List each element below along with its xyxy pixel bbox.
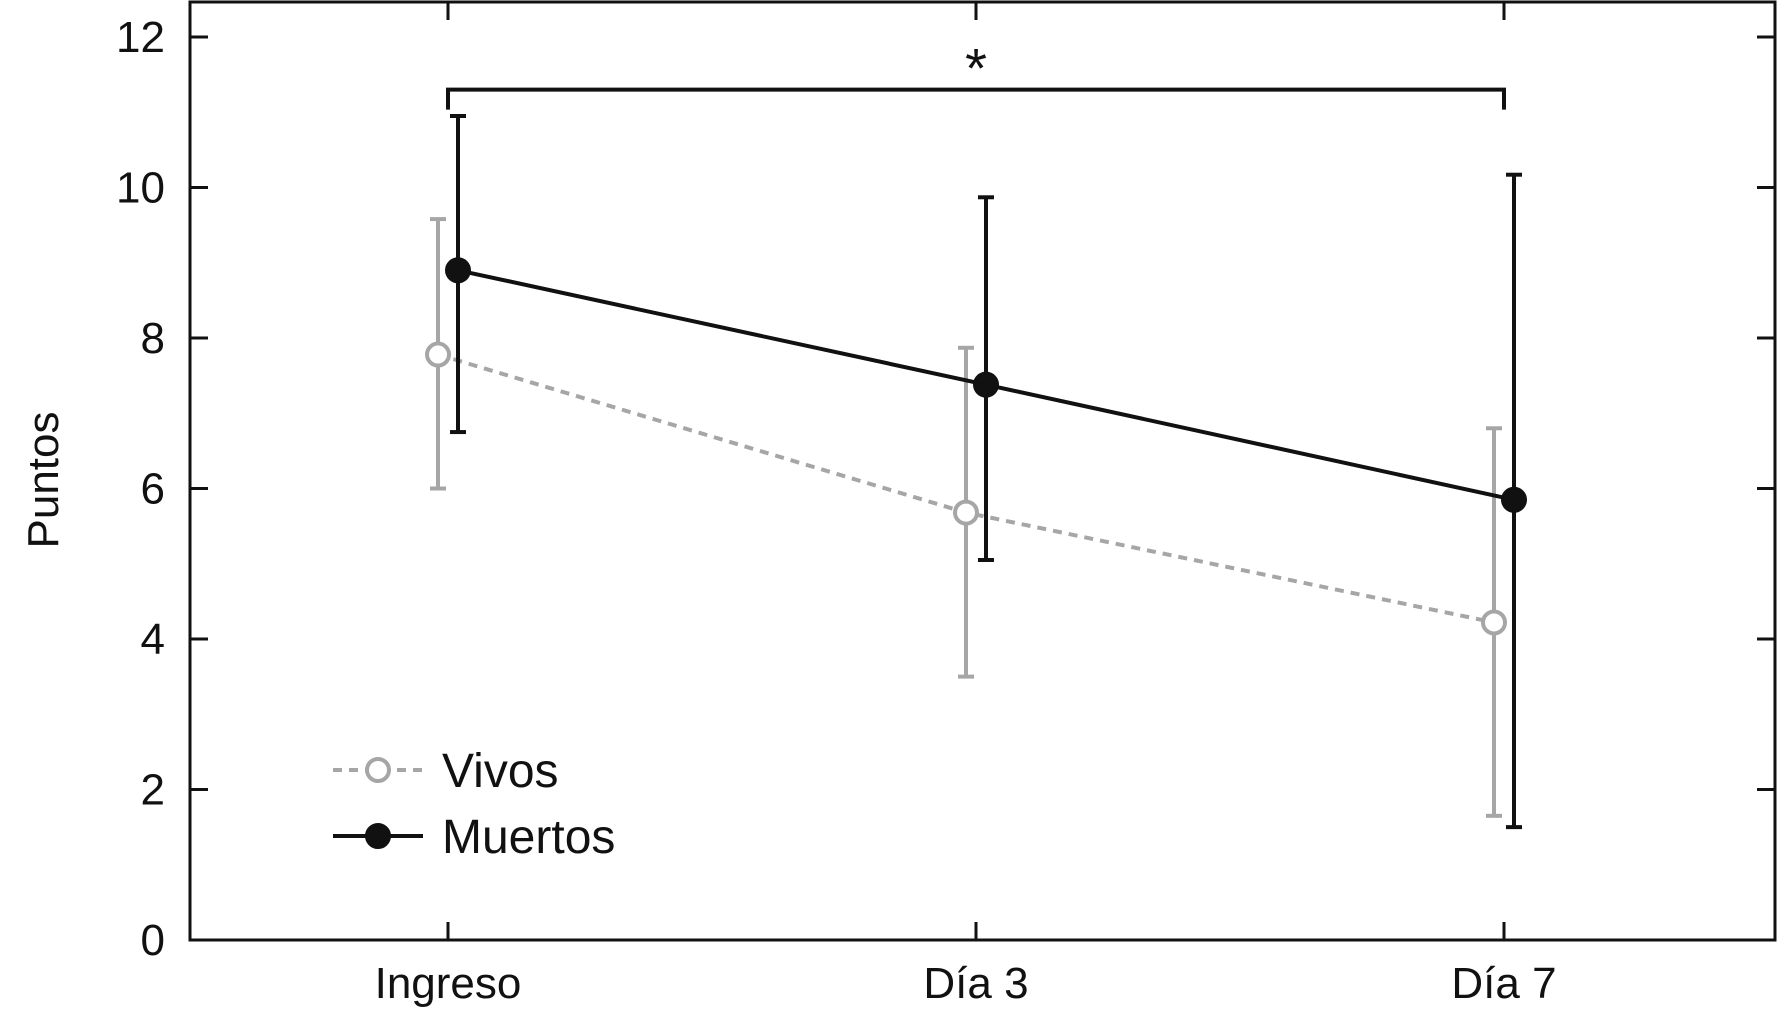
x-axis-ticks: Ingreso Día 3 Día 7 bbox=[375, 2, 1557, 1008]
y-tick-label: 0 bbox=[141, 916, 165, 965]
series-vivos bbox=[425, 217, 1507, 818]
x-tick-label: Ingreso bbox=[375, 959, 522, 1008]
x-tick-label: Día 7 bbox=[1451, 959, 1556, 1008]
legend: Vivos Muertos bbox=[333, 745, 615, 864]
data-point bbox=[445, 257, 471, 284]
y-tick-label: 2 bbox=[141, 766, 165, 815]
data-point bbox=[953, 499, 979, 526]
bracket-line bbox=[446, 87, 1506, 110]
legend-marker bbox=[365, 823, 391, 849]
data-point bbox=[1501, 486, 1527, 513]
x-tick-label: Día 3 bbox=[923, 959, 1028, 1008]
y-tick-label: 4 bbox=[141, 615, 165, 664]
significance-bracket: * bbox=[446, 37, 1506, 110]
plot-frame bbox=[188, 0, 1777, 942]
legend-marker bbox=[365, 757, 391, 783]
y-axis-title: Puntos bbox=[19, 412, 68, 549]
data-point bbox=[973, 371, 999, 398]
data-point bbox=[1481, 609, 1507, 636]
y-tick-label: 6 bbox=[141, 465, 165, 514]
y-axis-ticks: 0 2 4 6 8 10 12 bbox=[116, 13, 1775, 965]
legend-label: Vivos bbox=[442, 745, 559, 798]
y-tick-label: 10 bbox=[116, 164, 165, 213]
y-tick-label: 12 bbox=[116, 13, 165, 62]
significance-star: * bbox=[965, 37, 987, 100]
legend-label: Muertos bbox=[442, 811, 615, 864]
data-point bbox=[425, 341, 451, 368]
y-tick-label: 8 bbox=[141, 314, 165, 363]
series-muertos bbox=[445, 114, 1527, 830]
series-layer bbox=[425, 114, 1527, 830]
